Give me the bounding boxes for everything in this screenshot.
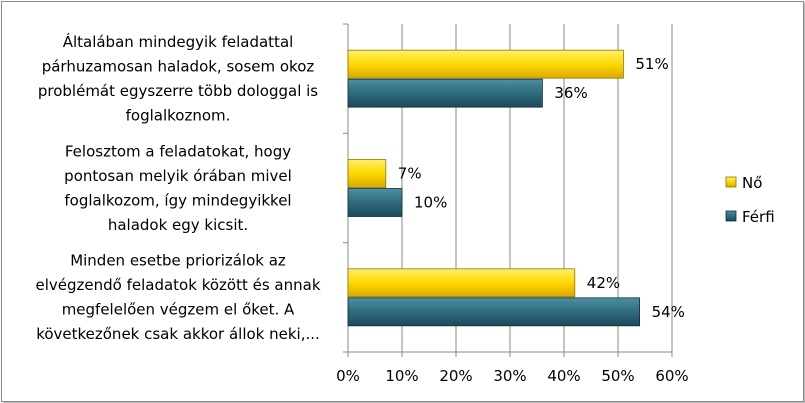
bar-Férfi [347,188,403,217]
data-label: 10% [414,194,447,212]
x-tick-labels: 0% 10% 20% 30% 40% 50% 60% [336,367,689,385]
category-label-line: pontosan melyik órában mivel [64,167,292,185]
category-label: Általában mindegyik feladattal párhuzamos… [38,32,318,125]
category-label-line: Általában mindegyik feladattal [63,32,294,51]
bar-Nő [347,49,624,79]
legend-label: Férfi [742,208,775,226]
data-label: 7% [398,165,422,183]
bar-Nő [347,159,387,188]
category-labels: Általában mindegyik feladattal párhuzamos… [36,32,321,343]
legend-swatch-Nő [725,176,737,188]
bar-Férfi [347,297,641,327]
legend: Nő Férfi [725,174,775,226]
data-labels: 51% 36% 7% 10% 42% 54% [398,55,685,321]
x-tick-label: 60% [655,367,688,385]
category-label-line: Minden esetbe priorizálok az [70,252,286,270]
gridlines [401,24,673,352]
category-label-line: haladok egy kicsit. [108,216,248,234]
data-label: 51% [635,55,668,73]
legend-swatch-Férfi [725,210,737,222]
category-label-line: párhuzamosan haladok, sosem okoz [42,57,315,75]
x-tick-label: 30% [493,367,526,385]
category-label-line: problémát egyszerre több dologgal is [38,82,318,100]
category-label-line: következőnek csak akkor állok neki,... [36,325,320,343]
category-label-line: megfelelően végzem el őket. A [62,301,295,319]
category-label-line: foglalkoznom. [126,106,231,124]
bars [347,49,641,327]
x-tick-label: 10% [385,367,418,385]
legend-label: Nő [742,174,762,192]
x-tick-label: 0% [336,367,360,385]
category-label-line: elvégzendő feladatok között és annak [36,276,321,294]
x-tick-label: 40% [547,367,580,385]
category-label: Felosztom a feladatokat, hogy pontosan me… [64,142,292,234]
category-label-line: Felosztom a feladatokat, hogy [65,142,291,160]
bar-Nő [347,268,576,298]
axes [343,23,673,357]
data-label: 42% [587,274,620,292]
data-label: 54% [652,303,685,321]
x-tick-label: 50% [601,367,634,385]
category-label-line: foglalkozom, így mindegyikkel [64,191,291,209]
x-tick-label: 20% [439,367,472,385]
data-label: 36% [554,84,587,102]
bar-Férfi [347,78,543,108]
category-label: Minden esetbe priorizálok az elvégzendő f… [36,252,321,344]
